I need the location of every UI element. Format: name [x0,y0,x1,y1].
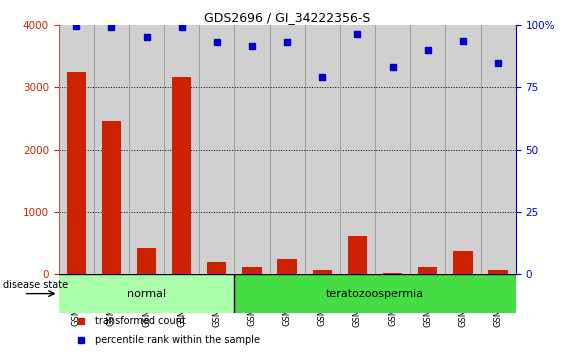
Bar [243,267,261,274]
Text: disease state: disease state [3,280,68,290]
Bar [383,273,402,274]
Bar [305,25,340,274]
Bar [234,25,270,274]
Bar [410,25,445,274]
Bar [67,72,86,274]
Text: normal: normal [127,289,166,299]
Bar [375,25,410,274]
Text: percentile rank within the sample: percentile rank within the sample [95,335,260,345]
Bar [59,25,94,274]
Bar [172,76,191,274]
Bar [129,25,164,274]
Bar [164,25,199,274]
Bar [347,236,367,274]
Bar [488,270,507,274]
Bar [207,262,227,274]
Title: GDS2696 / GI_34222356-S: GDS2696 / GI_34222356-S [204,11,370,24]
Bar [340,25,375,274]
Bar [454,251,472,274]
Text: teratozoospermia: teratozoospermia [326,289,424,299]
Bar [102,121,121,274]
Bar [278,259,297,274]
Bar [137,248,156,274]
Bar [234,274,516,313]
Bar [445,25,481,274]
Bar [481,25,516,274]
Bar [270,25,305,274]
Bar [59,274,234,313]
Bar [94,25,129,274]
Bar [313,270,332,274]
Text: transformed count: transformed count [95,316,186,326]
Bar [418,268,437,274]
Bar [199,25,234,274]
